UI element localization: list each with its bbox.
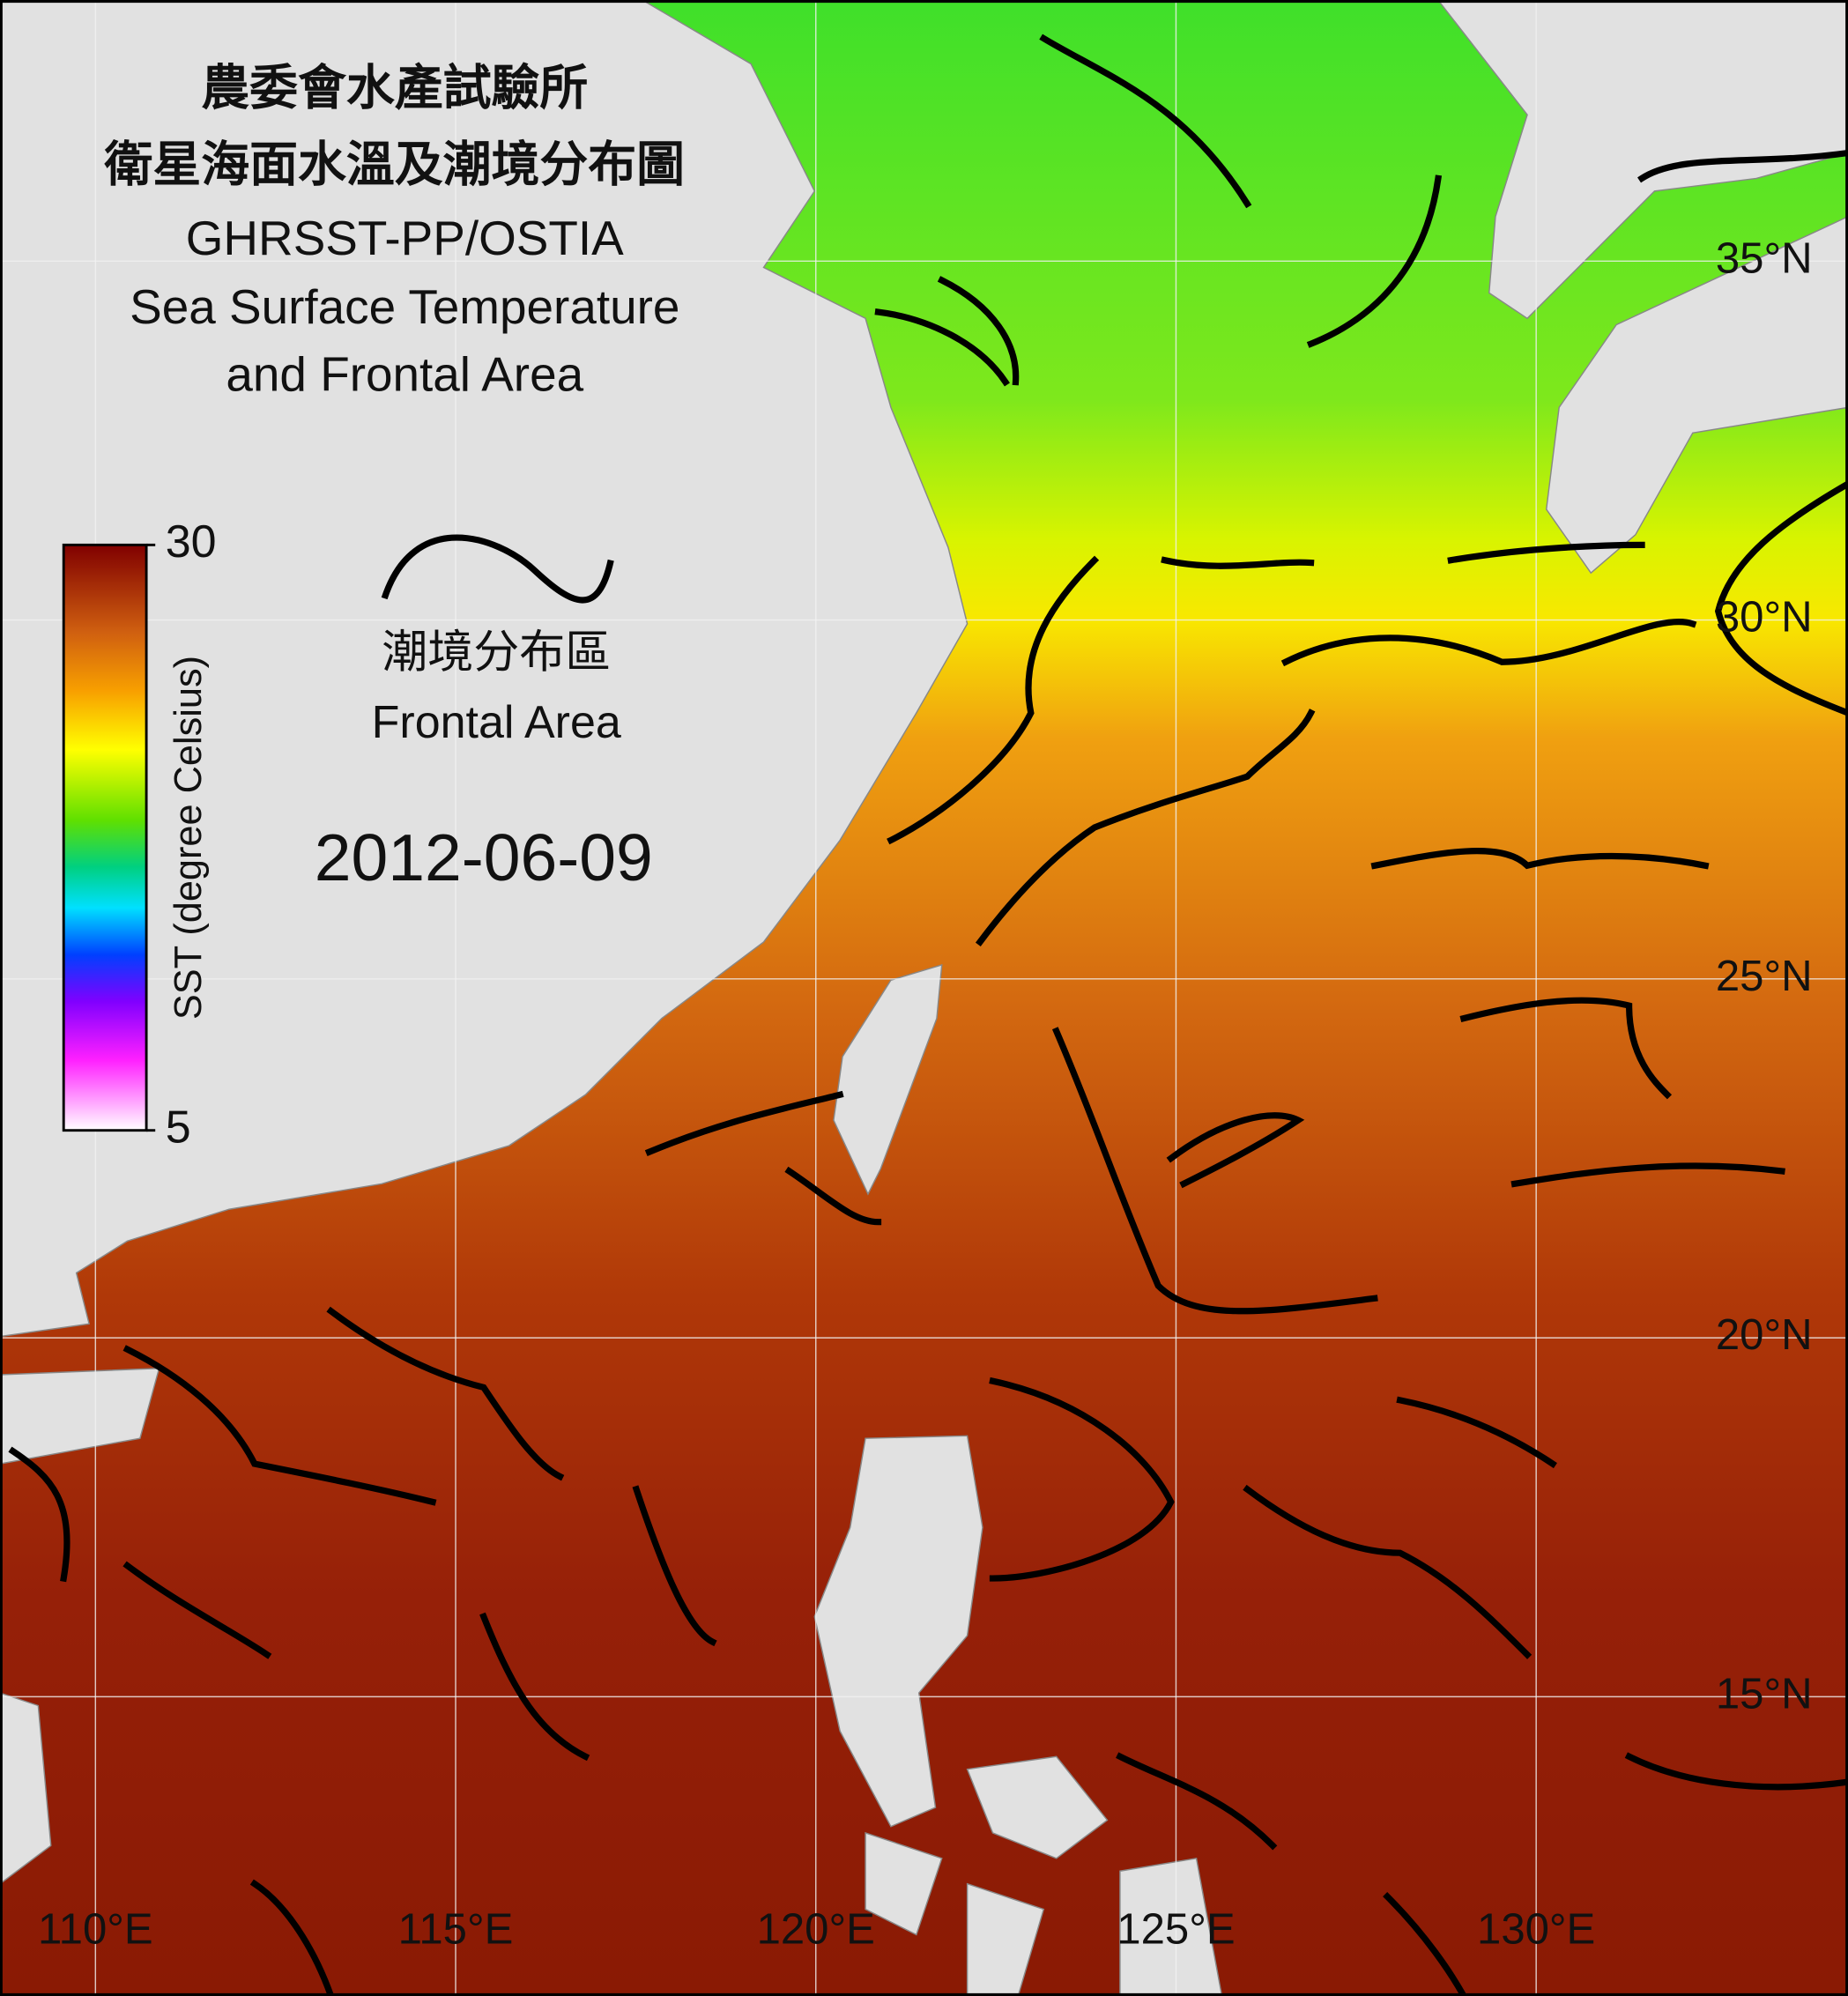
title-line: 衛星海面水溫及潮境分布圖 <box>103 137 685 191</box>
fronts <box>8 33 1848 1996</box>
front-line <box>249 1879 335 1996</box>
front-line <box>887 555 1100 845</box>
korea <box>1436 0 1848 320</box>
colorbar-tick-label: 5 <box>166 1102 191 1153</box>
colorbar-ticks: 5 30 <box>146 516 217 1153</box>
front-line <box>1459 997 1673 1100</box>
front-line <box>122 1561 272 1659</box>
front-line <box>1383 1892 1468 1996</box>
front-line <box>1161 556 1315 569</box>
front-line <box>479 1612 590 1762</box>
lat-label: 35°N <box>1716 234 1813 282</box>
front-line <box>122 1345 437 1506</box>
lat-label: 20°N <box>1716 1311 1813 1359</box>
front-line <box>8 1446 71 1583</box>
front-line <box>874 308 1010 387</box>
lon-label: 125°E <box>1117 1906 1235 1954</box>
front-line <box>1243 1484 1533 1659</box>
lat-label: 25°N <box>1716 953 1813 1000</box>
front-line <box>1714 479 1848 716</box>
taiwan <box>833 963 943 1196</box>
front-line <box>644 1090 844 1156</box>
front-line <box>1039 33 1252 209</box>
colorbar <box>62 543 148 1132</box>
colorbar-tick-label: 30 <box>166 516 217 568</box>
lat-label: 30°N <box>1716 594 1813 642</box>
china <box>0 0 969 1338</box>
colorbar-label: SST (degree Celsius) <box>167 656 210 1020</box>
front-line <box>1624 1752 1848 1791</box>
front-line <box>1116 1752 1278 1851</box>
lon-label: 110°E <box>38 1906 153 1954</box>
lon-label: 115°E <box>398 1906 514 1954</box>
japan <box>1545 215 1848 575</box>
front-line <box>326 1306 565 1481</box>
front-line <box>632 1485 717 1647</box>
front-line <box>989 1376 1175 1582</box>
front-line <box>1396 1396 1557 1469</box>
vietnam <box>0 1692 52 1885</box>
title-line: Sea Surface Temperature <box>130 279 679 334</box>
lat-label: 15°N <box>1716 1670 1813 1718</box>
luzon <box>813 1435 983 1828</box>
hainan <box>0 1368 160 1465</box>
front-line <box>1051 1027 1378 1315</box>
legend-symbol <box>381 534 614 604</box>
legend-label: 潮境分布區 <box>382 627 611 679</box>
date: 2012-06-09 <box>315 820 653 894</box>
front-line <box>1370 848 1710 870</box>
legend-label: Frontal Area <box>372 697 621 748</box>
lon-label: 120°E <box>757 1906 875 1954</box>
front-line <box>937 276 1020 386</box>
front-line <box>1306 174 1443 348</box>
front-line <box>1510 1162 1785 1188</box>
front-line <box>1166 1112 1305 1189</box>
front-line <box>1447 541 1645 564</box>
title-line: GHRSST-PP/OSTIA <box>186 211 624 265</box>
visayas <box>865 1755 1223 1996</box>
title-block: 農委會水產試驗所 衛星海面水溫及潮境分布圖 GHRSST-PP/OSTIA Se… <box>103 61 685 402</box>
front-line <box>975 709 1316 947</box>
front-line <box>784 1166 882 1226</box>
front-line <box>1280 619 1697 667</box>
lon-label: 130°E <box>1477 1906 1595 1954</box>
title-line: 農委會水產試驗所 <box>201 61 588 115</box>
title-line: and Frontal Area <box>226 347 583 402</box>
front-line <box>1637 149 1848 183</box>
